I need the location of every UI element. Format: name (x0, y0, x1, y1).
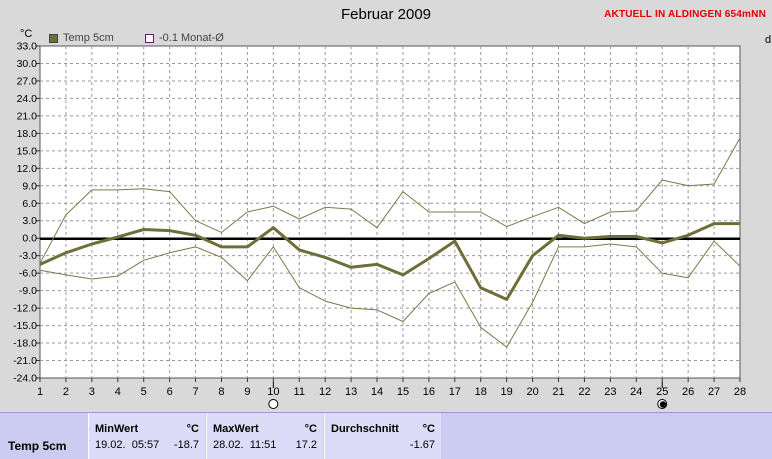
y-tick-label: 24.0 (17, 93, 38, 105)
y-tick-label: -15.0 (13, 320, 37, 332)
max-header: MaxWert (213, 423, 259, 435)
legend-label-monthly-mean: -0.1 Monat-Ø (159, 32, 224, 44)
min-timestamp: 19.02. 05:57 (95, 439, 160, 451)
x-tick-label: 13 (345, 386, 357, 398)
y-tick-label: 3.0 (22, 215, 37, 227)
x-tick-label: 16 (423, 386, 435, 398)
legend-swatch-monthly-mean (145, 33, 154, 43)
min-unit: °C (186, 423, 199, 435)
stats-row-label: Temp 5cm (8, 439, 67, 453)
y-tick-label: 18.0 (17, 128, 38, 140)
max-value-cell: MaxWert °C 28.02. 11:51 17.2 (206, 413, 323, 459)
average-header: Durchschnitt (331, 423, 399, 435)
x-tick-label: 6 (167, 386, 173, 398)
marker-open-circle (268, 399, 279, 409)
x-tick-label: 14 (371, 386, 383, 398)
x-tick-label: 3 (89, 386, 95, 398)
y-tick-label: 0.0 (22, 233, 37, 245)
legend-item-monthly-mean: -0.1 Monat-Ø (145, 32, 224, 44)
y-tick-label: 9.0 (22, 180, 37, 192)
x-tick-label: 1 (37, 386, 43, 398)
y-tick-label: 30.0 (17, 58, 38, 70)
x-tick-label: 27 (708, 386, 720, 398)
average-unit: °C (422, 423, 435, 435)
min-value-cell: MinWert °C 19.02. 05:57 -18.7 (88, 413, 205, 459)
x-tick-label: 15 (397, 386, 409, 398)
x-tick-label: 23 (604, 386, 616, 398)
max-unit: °C (304, 423, 317, 435)
x-tick-label: 5 (141, 386, 147, 398)
max-value: 17.2 (295, 439, 317, 451)
x-tick-label: 7 (192, 386, 198, 398)
y-tick-label: -6.0 (19, 268, 37, 280)
station-tag: AKTUELL IN ALDINGEN 654mNN (604, 9, 766, 20)
min-header: MinWert (95, 423, 139, 435)
x-tick-label: 4 (115, 386, 121, 398)
y-tick-label: 15.0 (17, 145, 38, 157)
y-unit-label: °C (20, 28, 33, 40)
y-tick-label: 27.0 (17, 75, 38, 87)
x-tick-label: 20 (526, 386, 538, 398)
x-tick-label: 22 (578, 386, 590, 398)
x-tick-label: 17 (449, 386, 461, 398)
y-tick-label: 6.0 (22, 198, 37, 210)
marker-filled-dot (659, 401, 667, 408)
y-tick-label: -3.0 (19, 250, 37, 262)
series-line-mean (39, 222, 740, 301)
y-tick-label: 12.0 (17, 163, 38, 175)
plot-area (39, 45, 741, 379)
x-tick-label: 21 (552, 386, 564, 398)
right-edge-letter: d (765, 34, 772, 46)
average-cell: Durchschnitt °C -1.67 (324, 413, 441, 459)
y-tick-label: -21.0 (13, 355, 37, 367)
legend-swatch-temp (49, 33, 58, 43)
legend-item-temp: Temp 5cm (49, 32, 114, 44)
max-timestamp: 28.02. 11:51 (213, 439, 277, 451)
average-value: -1.67 (409, 439, 435, 451)
x-tick-label: 28 (734, 386, 746, 398)
y-tick-label: 33.0 (17, 41, 38, 53)
x-tick-label: 10 (267, 386, 279, 398)
x-tick-label: 2 (63, 386, 69, 398)
series-line-min (39, 240, 741, 348)
x-tick-label: 18 (475, 386, 487, 398)
x-tick-label: 24 (630, 386, 642, 398)
legend-label-temp: Temp 5cm (63, 32, 114, 44)
y-tick-label: -18.0 (13, 338, 37, 350)
x-tick-label: 8 (218, 386, 224, 398)
x-tick-label: 11 (294, 386, 305, 398)
y-tick-label: -9.0 (19, 285, 37, 297)
x-tick-label: 26 (682, 386, 694, 398)
x-tick-label: 9 (244, 386, 250, 398)
y-tick-label: -24.0 (13, 373, 37, 385)
min-value: -18.7 (173, 439, 199, 451)
temperature-chart: 33.030.027.024.021.018.015.012.09.06.03.… (13, 41, 746, 409)
x-tick-label: 12 (319, 386, 331, 398)
y-tick-label: 21.0 (17, 110, 38, 122)
chart-title: Februar 2009 (340, 6, 432, 23)
stats-panel: Temp 5cm MinWert °C 19.02. 05:57 -18.7 M… (0, 412, 772, 459)
series-line-max (39, 137, 741, 264)
x-tick-label: 25 (656, 386, 668, 398)
y-tick-label: -12.0 (13, 303, 37, 315)
x-tick-label: 19 (501, 386, 513, 398)
